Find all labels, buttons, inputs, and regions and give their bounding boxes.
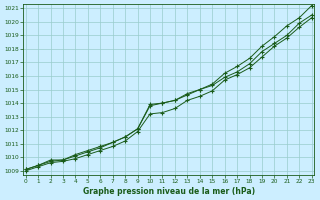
X-axis label: Graphe pression niveau de la mer (hPa): Graphe pression niveau de la mer (hPa) — [83, 187, 255, 196]
